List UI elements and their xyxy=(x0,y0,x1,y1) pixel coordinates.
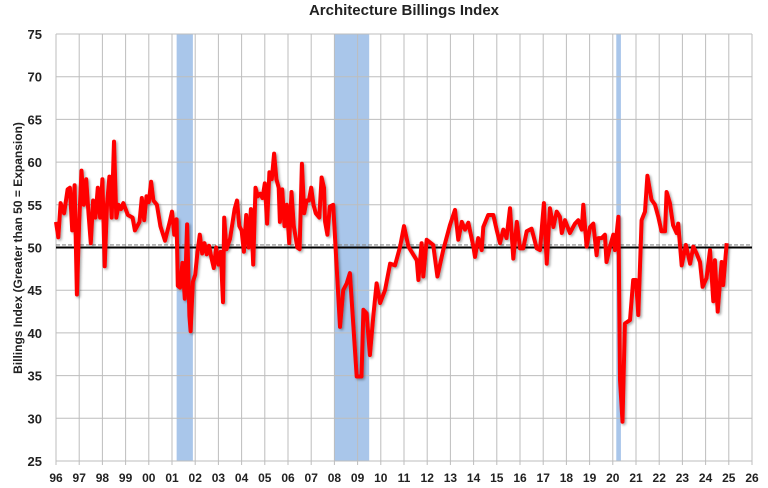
x-tick-label: 12 xyxy=(421,471,435,483)
x-tick-label: 03 xyxy=(212,471,226,483)
x-tick-label: 22 xyxy=(653,471,667,483)
x-tick-label: 02 xyxy=(189,471,203,483)
x-tick-label: 06 xyxy=(281,471,295,483)
x-tick-label: 17 xyxy=(537,471,551,483)
y-tick-label: 45 xyxy=(28,283,42,298)
x-tick-label: 25 xyxy=(722,471,736,483)
series-layer xyxy=(56,142,727,422)
y-tick-label: 70 xyxy=(28,70,42,85)
x-tick-label: 10 xyxy=(374,471,388,483)
x-tick-label: 18 xyxy=(560,471,574,483)
x-tick-label: 98 xyxy=(96,471,110,483)
x-tick-label: 04 xyxy=(235,471,249,483)
gridlines xyxy=(56,34,752,465)
x-tick-label: 99 xyxy=(119,471,133,483)
x-tick-label: 07 xyxy=(305,471,319,483)
x-tick-label: 01 xyxy=(165,471,179,483)
y-axis-label: Billings Index (Greater than 50 = Expans… xyxy=(11,122,25,374)
x-tick-label: 16 xyxy=(513,471,527,483)
chart-title: Architecture Billings Index xyxy=(309,2,500,19)
x-tick-label: 19 xyxy=(583,471,597,483)
y-tick-label: 50 xyxy=(28,241,42,256)
y-tick-label: 35 xyxy=(28,369,42,384)
x-tick-label: 05 xyxy=(258,471,272,483)
x-tick-label: 21 xyxy=(629,471,643,483)
x-tick-label: 15 xyxy=(490,471,504,483)
x-tick-label: 26 xyxy=(745,471,759,483)
x-tick-label: 09 xyxy=(351,471,365,483)
y-tick-label: 55 xyxy=(28,198,42,213)
x-tick-label: 13 xyxy=(444,471,458,483)
abi-series-line xyxy=(56,142,727,422)
x-tick-label: 08 xyxy=(328,471,342,483)
x-tick-label: 97 xyxy=(73,471,87,483)
y-tick-label: 30 xyxy=(28,411,42,426)
x-tick-label: 11 xyxy=(398,471,411,483)
y-tick-label: 65 xyxy=(28,112,42,127)
x-tick-labels: 96 97 98 99 00 01 02 03 04 05 06 07 08 09 10 11 12 13 14 15… xyxy=(49,471,759,483)
y-tick-labels: 25 30 35 40 45 50 55 60 65 70 75 xyxy=(28,27,42,469)
x-tick-label: 14 xyxy=(467,471,481,483)
y-tick-label: 25 xyxy=(28,454,42,469)
y-tick-label: 40 xyxy=(28,326,42,341)
x-tick-label: 20 xyxy=(606,471,620,483)
x-tick-label: 96 xyxy=(49,471,63,483)
x-tick-label: 24 xyxy=(699,471,713,483)
y-tick-label: 75 xyxy=(28,27,42,42)
x-tick-label: 23 xyxy=(676,471,690,483)
x-tick-label: 00 xyxy=(142,471,156,483)
y-tick-label: 60 xyxy=(28,155,42,170)
